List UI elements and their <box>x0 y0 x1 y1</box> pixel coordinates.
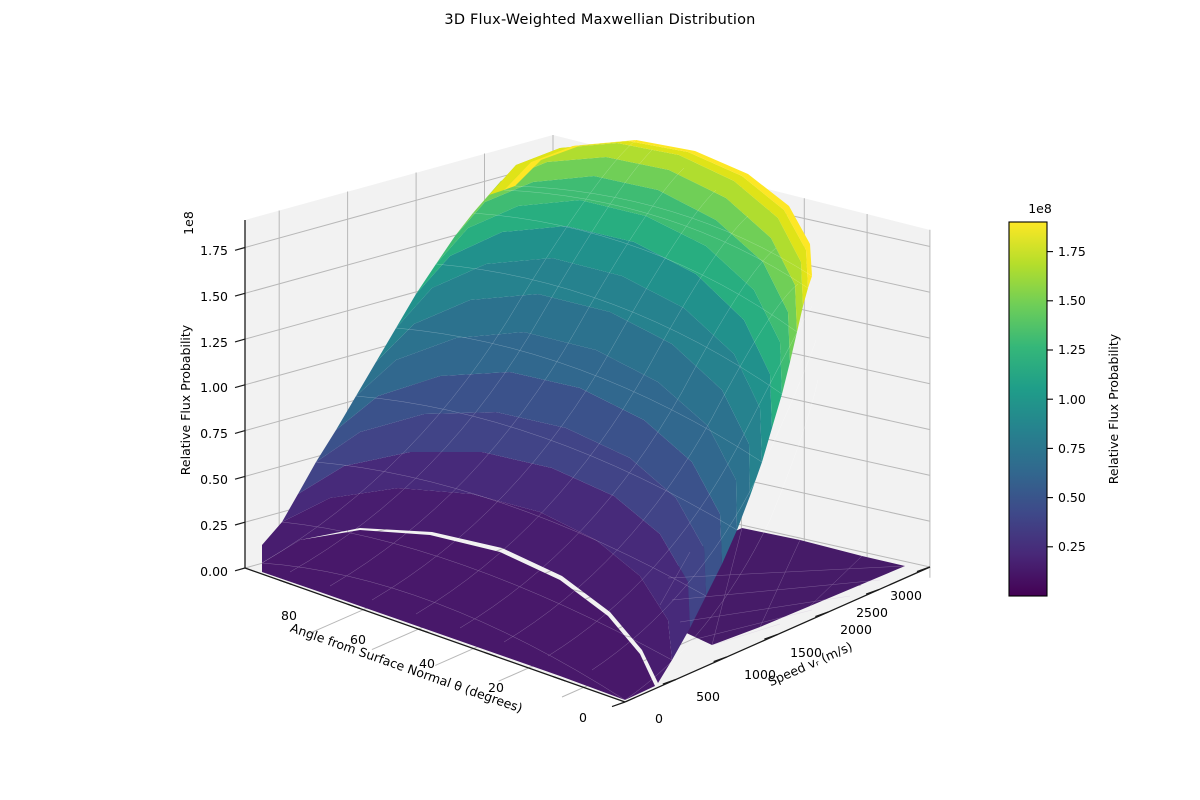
surface-band-2 <box>262 488 672 683</box>
x-axis-ticks <box>279 579 566 682</box>
surface-band-12 <box>455 157 797 362</box>
colorbar-offset-text: 1e8 <box>1028 201 1052 216</box>
surface-band-7 <box>356 294 750 530</box>
colorbar-outline <box>1008 221 1048 597</box>
y-axis-line <box>624 566 931 703</box>
surface-wireframe <box>261 139 819 701</box>
x-tick-2: 40 <box>419 656 435 671</box>
z-axis-tick-labels: 0.00 0.25 0.50 0.75 1.00 1.25 1.50 1.75 <box>200 243 228 579</box>
z-axis-ticks <box>234 246 246 572</box>
x-tick-3: 20 <box>488 680 504 695</box>
y-tick-1: 500 <box>696 689 720 704</box>
colorbar-tick-labels: 0.25 0.50 0.75 1.00 1.25 1.50 1.75 <box>1058 244 1086 554</box>
surface-band-6 <box>336 332 737 564</box>
z-tick-4: 1.00 <box>200 380 228 395</box>
surface-band-11 <box>436 176 790 394</box>
z-axis-label: Relative Flux Probability <box>178 324 193 475</box>
surface-band-4 <box>298 412 706 628</box>
y-tick-4: 2000 <box>840 622 872 637</box>
z-tick-7: 1.75 <box>200 243 228 258</box>
colorbar-tick-5: 1.50 <box>1058 293 1086 308</box>
colorbar-gradient[interactable] <box>1009 222 1047 596</box>
surface-mesh <box>262 140 905 700</box>
z-axis-offset-text: 1e8 <box>181 211 196 235</box>
colorbar-tick-1: 0.50 <box>1058 490 1086 505</box>
colorbar-tick-4: 1.25 <box>1058 342 1086 357</box>
surface-band-3 <box>282 452 690 660</box>
surface-band-8 <box>376 258 762 496</box>
y-tick-2: 1000 <box>744 667 776 682</box>
y-axis-tick-labels: 0 500 1000 1500 2000 2500 3000 <box>655 588 922 726</box>
y-tick-3: 1500 <box>790 645 822 660</box>
z-tick-2: 0.50 <box>200 472 228 487</box>
y-tick-6: 3000 <box>890 588 922 603</box>
colorbar-tick-3: 1.00 <box>1058 392 1086 407</box>
colorbar-tick-2: 0.75 <box>1058 441 1086 456</box>
surface-band-9 <box>396 226 772 462</box>
z-tick-1: 0.25 <box>200 518 228 533</box>
x-axis-tick-labels: 80 60 40 20 0 <box>281 608 587 725</box>
z-tick-5: 1.25 <box>200 335 228 350</box>
colorbar-tick-0: 0.25 <box>1058 539 1086 554</box>
surface-band-10 <box>416 200 782 428</box>
colorbar-label: Relative Flux Probability <box>1106 333 1121 484</box>
y-tick-5: 2500 <box>856 605 888 620</box>
y-axis-ticks <box>611 566 931 708</box>
z-tick-6: 1.50 <box>200 289 228 304</box>
colorbar-ticks <box>1047 251 1053 548</box>
surface-band-1 <box>262 530 655 700</box>
x-tick-4: 0 <box>579 710 587 725</box>
colorbar[interactable]: 0.25 0.50 0.75 1.00 1.25 1.50 1.75 1e8 R… <box>1008 201 1121 597</box>
surface-tail-wireframe <box>659 527 906 646</box>
z-tick-0: 0.00 <box>200 564 228 579</box>
surface-band-5 <box>316 372 722 596</box>
page-title: 3D Flux-Weighted Maxwellian Distribution <box>444 12 756 28</box>
x-tick-0: 80 <box>281 608 297 623</box>
z-tick-3: 0.75 <box>200 426 228 441</box>
colorbar-tick-6: 1.75 <box>1058 244 1086 259</box>
surface-band-13 <box>473 143 803 332</box>
x-tick-1: 60 <box>350 632 366 647</box>
y-tick-0: 0 <box>655 711 663 726</box>
